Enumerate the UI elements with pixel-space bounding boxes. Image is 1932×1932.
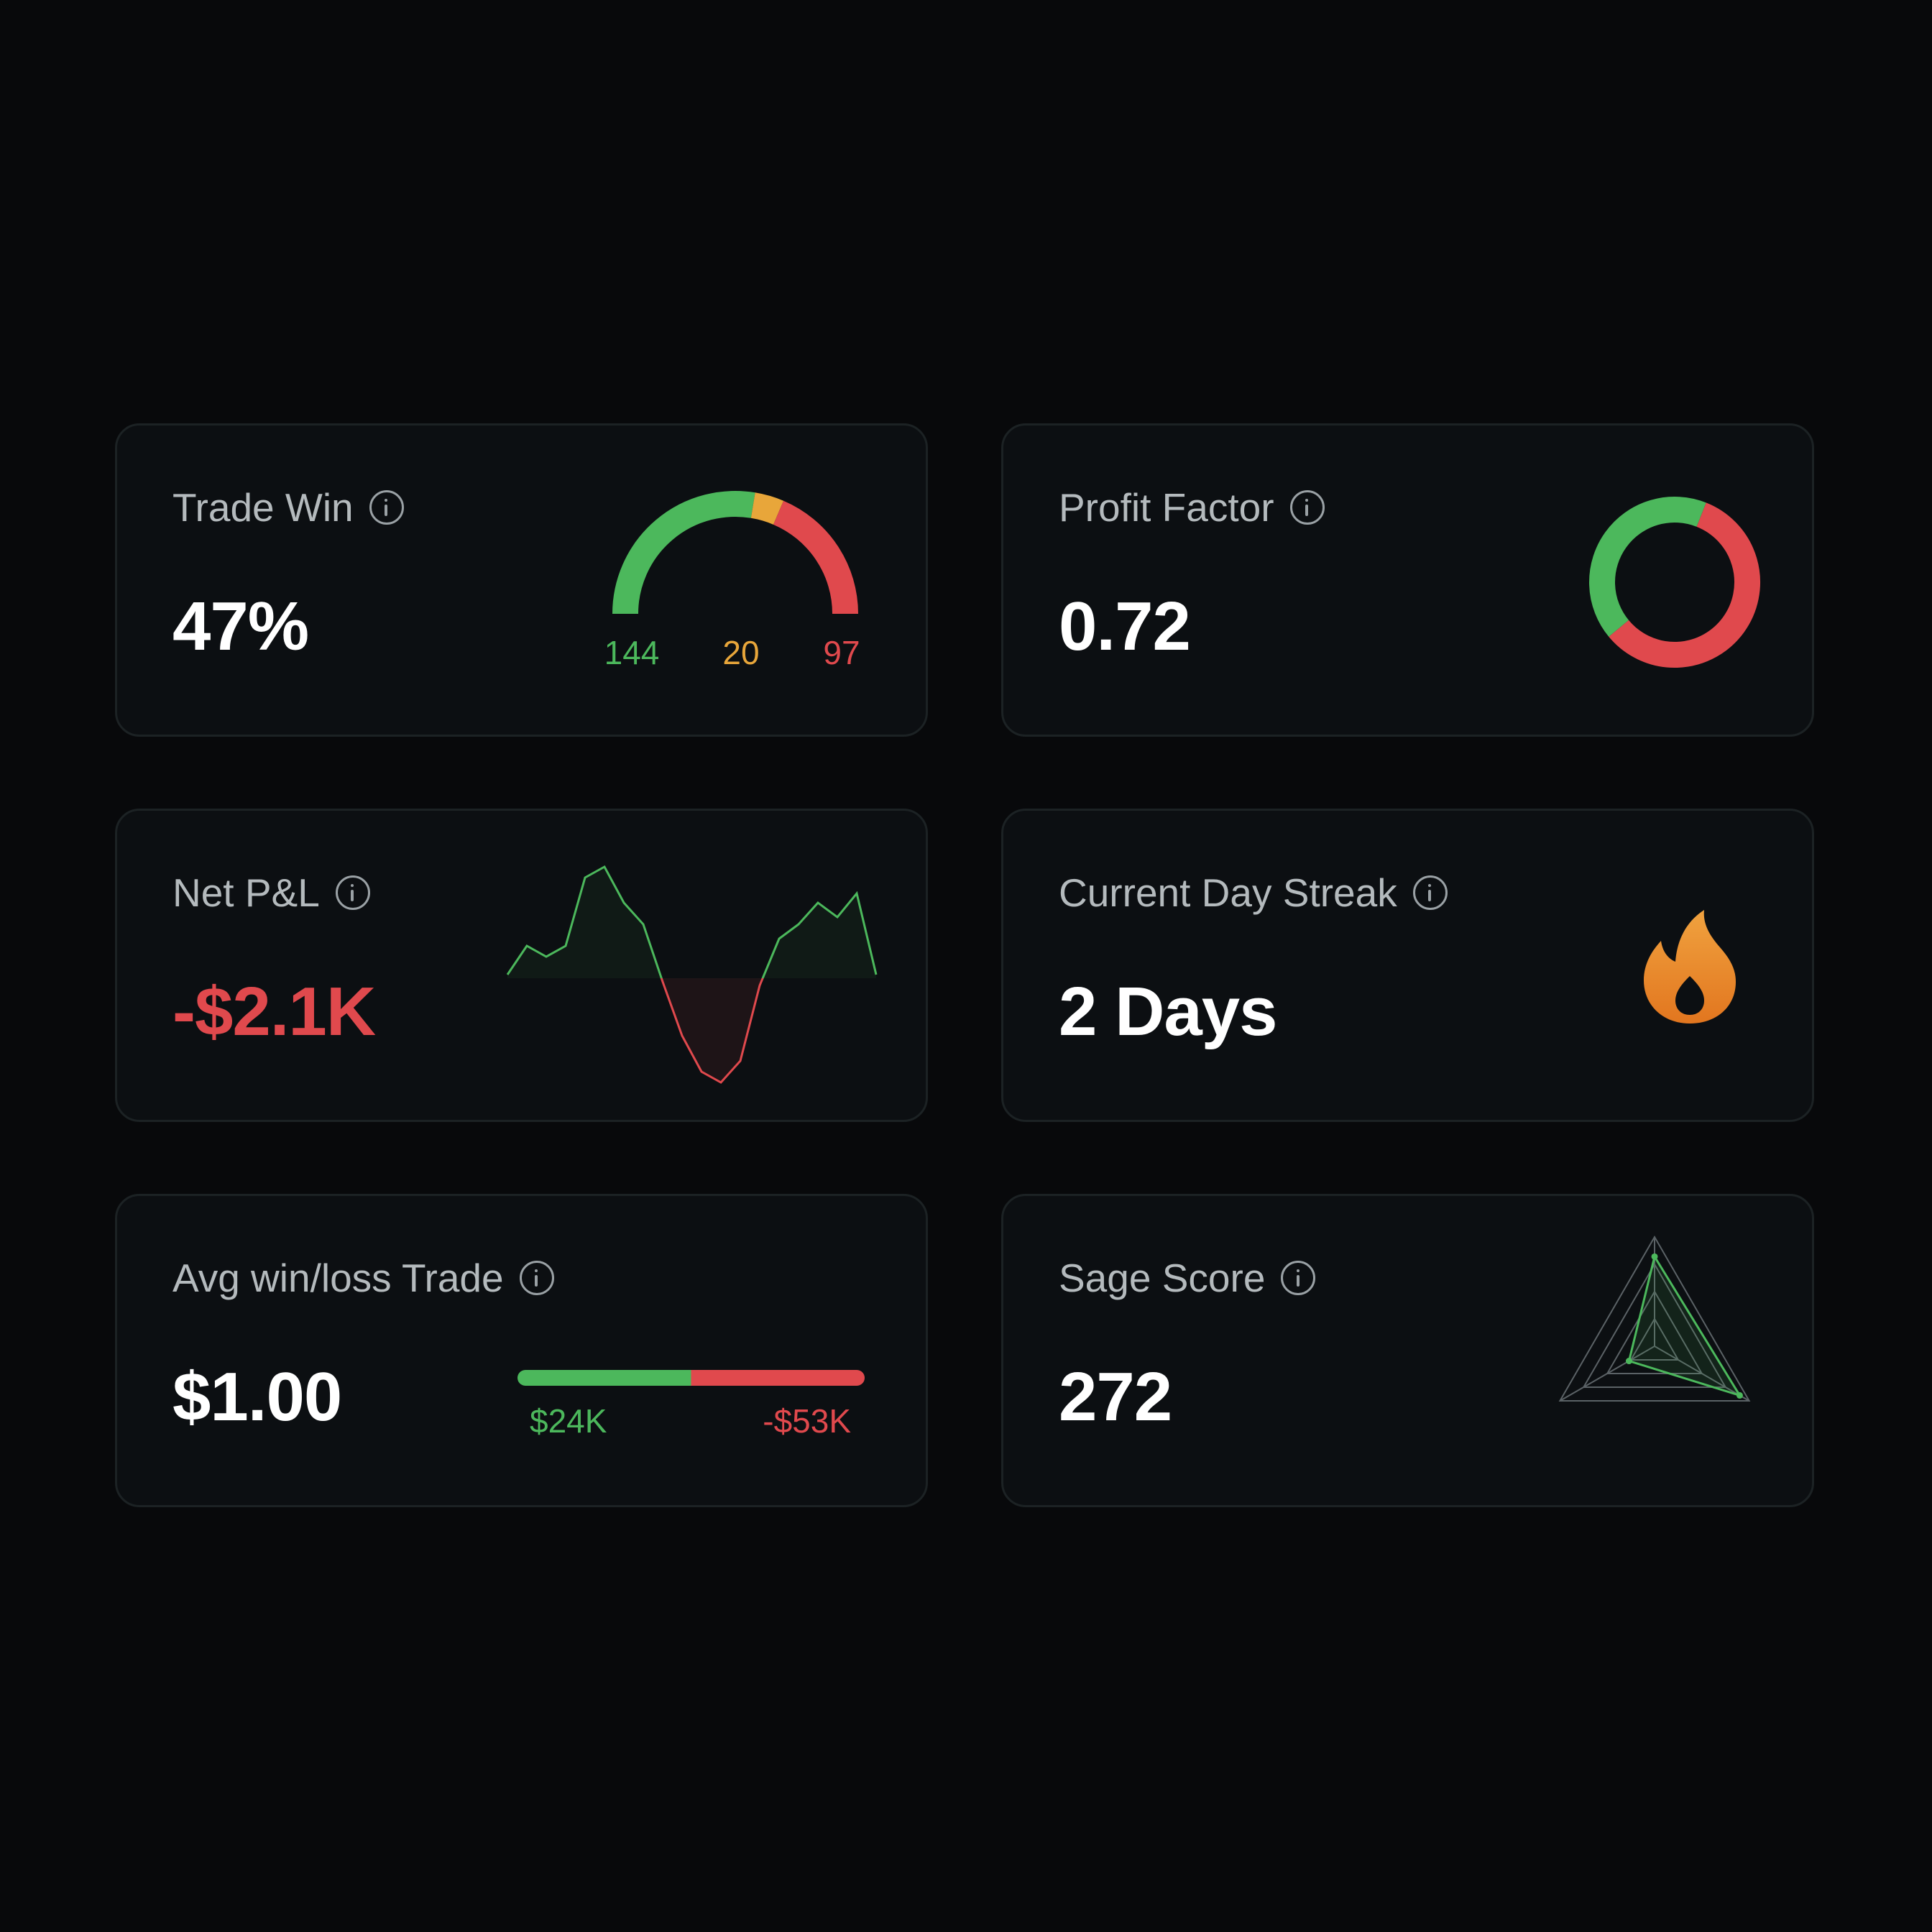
radar-grid-ring [1629,1317,1680,1361]
gauge-breakeven-arc [750,492,784,525]
radar-data-shape [1627,1254,1742,1398]
net-pnl-card: Net P&L -$2.1K [115,809,928,1122]
sage-score-radar [1558,1236,1751,1402]
radar-grid-ring [1558,1236,1751,1402]
profit-factor-value: 0.72 [1059,588,1191,665]
win-loss-bar: $24K -$53K [518,1370,865,1440]
gauge-wins-count: 144 [604,634,660,671]
gauge-breakeven-count: 20 [722,634,759,671]
sage-score-label: Sage Score [1059,1256,1266,1300]
day-streak-card: Current Day Streak 2 Days [1001,809,1814,1122]
info-icon[interactable] [1289,490,1325,525]
profit-factor-label-row: Profit Factor [1059,484,1325,530]
day-streak-label: Current Day Streak [1059,870,1397,915]
avg-win-loss-card: Avg win/loss Trade $1.00 $24K -$53K [115,1194,928,1507]
ring-red-segment [1609,502,1760,668]
sparkline-negative-line [660,978,764,1084]
info-icon[interactable] [1412,875,1448,910]
sparkline-positive-fill [507,867,876,978]
day-streak-value: 2 Days [1059,973,1278,1050]
net-pnl-value: -$2.1K [172,973,376,1050]
avg-loss-amount: -$53K [763,1402,851,1440]
sage-score-value: 272 [1059,1358,1172,1435]
info-icon[interactable] [1281,1261,1316,1295]
net-pnl-sparkline [506,865,878,1084]
net-pnl-label: Net P&L [172,870,320,915]
gauge-losses-count: 97 [823,634,860,671]
gauge-losses-arc [773,500,858,615]
avg-win-amount: $24K [530,1402,607,1440]
profit-factor-ring [1589,497,1760,668]
radar-data-point [1651,1253,1658,1260]
trade-win-card: Trade Win 47% 144 20 97 [115,423,928,737]
profit-factor-label: Profit Factor [1059,485,1274,530]
profit-factor-card: Profit Factor 0.72 [1001,423,1814,737]
avg-win-loss-value: $1.00 [172,1358,342,1435]
trade-win-label-row: Trade Win [172,484,404,530]
gauge-wins-arc [612,491,755,615]
info-icon[interactable] [519,1261,554,1295]
radar-grid-ring [1582,1262,1727,1388]
trade-win-gauge: 144 20 97 [604,491,860,671]
ring-green-segment [1589,497,1706,637]
radar-grid-ring [1606,1290,1703,1374]
sage-score-label-row: Sage Score [1059,1255,1316,1301]
radar-axis [1654,1346,1750,1402]
info-icon[interactable] [369,490,404,525]
radar-axis [1559,1346,1655,1402]
info-icon[interactable] [335,875,370,910]
flame-icon [1644,910,1736,1024]
trade-win-value: 47% [172,588,309,665]
radar-data-point [1736,1392,1743,1399]
sparkline-positive-line [506,865,878,978]
sage-score-card: Sage Score 272 [1001,1194,1814,1507]
sparkline-negative-fill [507,978,876,1082]
radar-data-point [1625,1358,1632,1365]
avg-win-loss-label: Avg win/loss Trade [172,1256,504,1300]
net-pnl-label-row: Net P&L [172,870,370,916]
avg-win-loss-label-row: Avg win/loss Trade [172,1255,554,1301]
trade-win-label: Trade Win [172,485,354,530]
day-streak-label-row: Current Day Streak [1059,870,1448,916]
